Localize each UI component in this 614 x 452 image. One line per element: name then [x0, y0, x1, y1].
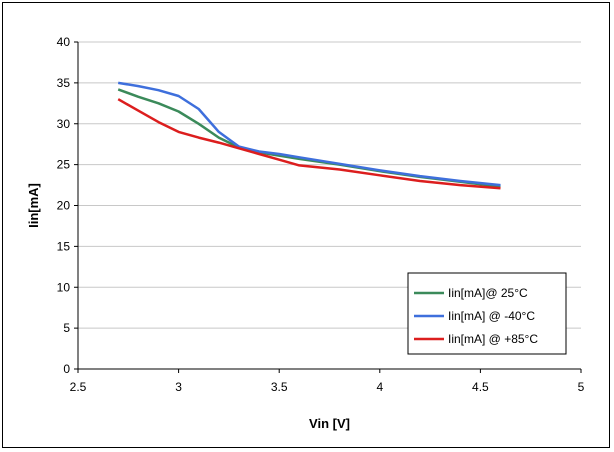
- y-tick-label: 5: [63, 321, 70, 335]
- x-axis-title: Vin [V]: [309, 416, 350, 431]
- series-line-2: [117, 98, 501, 190]
- y-tick-label: 15: [57, 239, 71, 253]
- y-tick-label: 25: [57, 158, 71, 172]
- x-tick-label: 4: [376, 380, 383, 394]
- x-tick-label: 2.5: [70, 380, 87, 394]
- legend: Iin[mA]@ 25°C Iin[mA] @ -40°C Iin[mA] @ …: [407, 272, 567, 355]
- y-tick-label: 35: [57, 76, 71, 90]
- legend-label-minus40c: Iin[mA] @ -40°C: [448, 309, 535, 323]
- series-lines: [117, 81, 501, 190]
- y-tick-label: 10: [57, 280, 71, 294]
- x-tick-label: 5: [578, 380, 585, 394]
- legend-box: [407, 272, 567, 355]
- y-tick-labels: 0 5 10 15 20 25 30 35 40: [57, 35, 71, 376]
- y-tick-label: 0: [63, 362, 70, 376]
- legend-label-25c: Iin[mA]@ 25°C: [448, 286, 528, 300]
- y-tick-label: 30: [57, 117, 71, 131]
- series-line-1: [118, 81, 501, 187]
- y-axis-title: Iin[mA]: [26, 183, 41, 228]
- x-tick-label: 3.5: [271, 380, 288, 394]
- x-tick-labels: 2.5 3 3.5 4 4.5 5: [70, 380, 585, 394]
- x-tick-label: 4.5: [472, 380, 489, 394]
- x-tick-label: 3: [175, 380, 182, 394]
- y-tick-label: 40: [57, 35, 71, 49]
- y-tick-label: 20: [57, 199, 71, 213]
- legend-label-plus85c: Iin[mA] @ +85°C: [448, 332, 538, 346]
- axes: [77, 42, 581, 370]
